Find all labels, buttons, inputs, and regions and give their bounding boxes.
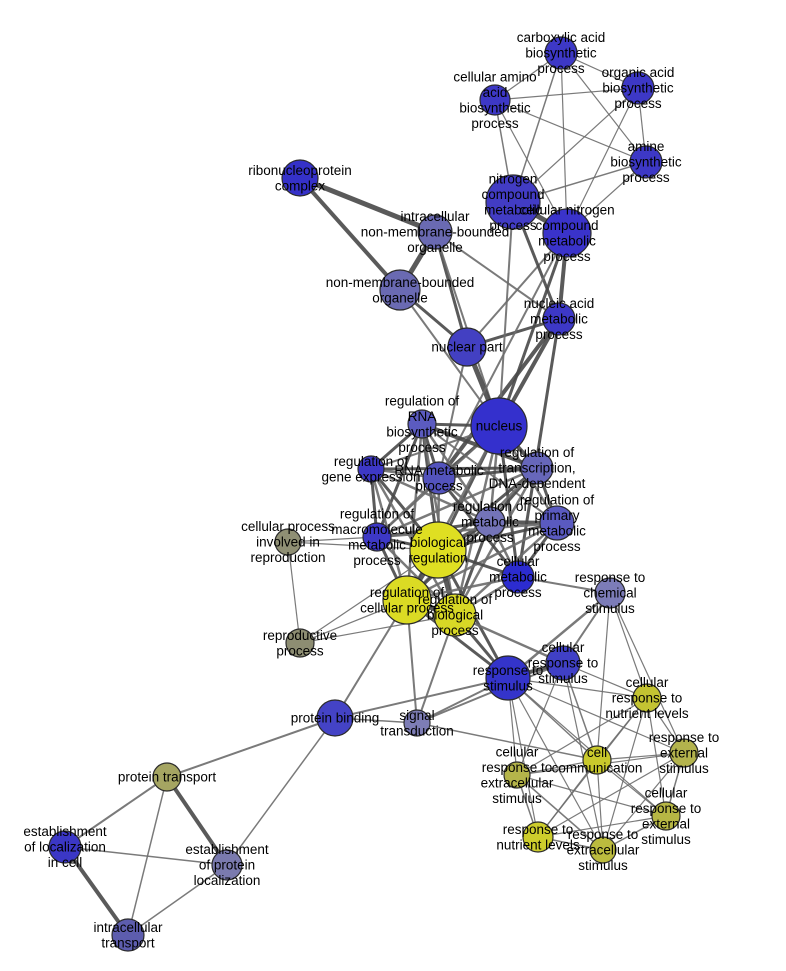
edge-np-cnc: [466, 232, 568, 348]
node-inmo[interactable]: [417, 214, 453, 250]
node-nc[interactable]: [485, 174, 541, 230]
edge-cpr-rp: [287, 541, 301, 644]
edge-rc-inmo: [299, 175, 436, 235]
edge-rtdd-rge: [370, 466, 538, 471]
edge-rs-res_ec: [507, 677, 604, 851]
node-nam[interactable]: [542, 302, 576, 336]
edge-rpm-rmm: [376, 521, 558, 539]
node-cres_ec[interactable]: [503, 761, 531, 789]
edge-rtdd-rbp: [453, 467, 539, 616]
node-rrnab[interactable]: [407, 409, 437, 439]
edge-epl-pb: [226, 717, 336, 866]
edge-caa-cnc: [494, 99, 568, 234]
node-rbp[interactable]: [433, 593, 477, 637]
edge-nam-cm: [516, 318, 561, 578]
node-rnl[interactable]: [522, 821, 554, 853]
edge-pb-pt: [166, 717, 336, 778]
edge-cc-st: [416, 722, 598, 761]
node-rpm[interactable]: [539, 505, 575, 541]
node-nmo[interactable]: [379, 269, 421, 311]
edge-crs-st: [416, 662, 564, 724]
node-rs[interactable]: [485, 655, 531, 701]
edge-nc-nu: [498, 201, 514, 427]
edge-rrnab-rmet: [420, 423, 492, 523]
node-rtdd[interactable]: [520, 451, 554, 485]
edge-epl-it: [127, 864, 228, 936]
edge-rcs-cc: [596, 592, 611, 761]
node-rp[interactable]: [285, 628, 315, 658]
node-crnl[interactable]: [632, 683, 662, 713]
edge-rs-cres_ex: [507, 677, 667, 817]
node-caa[interactable]: [479, 84, 511, 116]
edge-rs-rnl: [507, 677, 539, 838]
edge-cc-rnl: [537, 759, 598, 838]
edge-rs-res: [507, 677, 685, 754]
edge-res-rnl: [537, 752, 685, 838]
node-res[interactable]: [669, 738, 699, 768]
node-pb[interactable]: [316, 699, 354, 737]
edge-crs-cres_ec: [516, 662, 564, 776]
edge-cc-cres_ex: [596, 759, 667, 817]
node-rge[interactable]: [357, 455, 385, 483]
edge-cres_ex-rnl: [537, 815, 667, 838]
node-cnc[interactable]: [542, 208, 592, 258]
labels-layer: carboxylic acid biosynthetic process organi…: [23, 30, 719, 950]
edge-ca-am: [560, 52, 647, 163]
edge-rcs-res: [609, 592, 685, 754]
edge-res-res_ec: [602, 752, 685, 851]
node-cpr[interactable]: [274, 528, 302, 556]
nodes-layer: [48, 36, 699, 952]
edge-crnl-cres_ec: [516, 697, 648, 776]
edge-cpr-rmm: [287, 536, 378, 543]
node-rc[interactable]: [281, 159, 319, 197]
edge-rs-crnl: [507, 677, 648, 699]
node-res_ec[interactable]: [589, 836, 617, 864]
node-cres_ex[interactable]: [651, 801, 681, 831]
node-elc[interactable]: [48, 830, 82, 864]
edge-cres_ec-cres_ex: [516, 774, 667, 817]
edge-caa-am: [494, 99, 647, 163]
node-br[interactable]: [409, 521, 467, 579]
node-rcs[interactable]: [594, 577, 626, 609]
node-rnam[interactable]: [422, 461, 456, 495]
edge-rc-nmo: [298, 176, 402, 292]
edge-rs-pb: [334, 677, 509, 719]
node-st[interactable]: [403, 709, 431, 737]
edge-rpm-rcp: [406, 521, 558, 602]
edge-rge-rmet: [370, 467, 491, 524]
edge-cres_ec-res_ec: [516, 774, 604, 851]
edge-rbp-rp: [299, 614, 456, 644]
edge-cnc-nu: [497, 232, 569, 427]
node-cc[interactable]: [582, 745, 612, 775]
edge-elc-it: [63, 845, 130, 937]
edge-ca-cnc: [560, 52, 568, 234]
edge-cc-res_ec: [596, 759, 604, 851]
edge-oa-caa: [494, 87, 639, 101]
node-ca[interactable]: [544, 36, 578, 70]
edge-elc-epl: [64, 846, 228, 866]
edge-rcs-crnl: [609, 592, 648, 699]
node-it[interactable]: [111, 918, 145, 952]
edge-inmo-nam: [434, 231, 560, 320]
node-rcp[interactable]: [382, 575, 432, 625]
node-pt[interactable]: [152, 762, 182, 792]
edge-oa-nc: [512, 87, 639, 203]
node-cm[interactable]: [501, 560, 535, 594]
edge-pt-elc: [64, 776, 168, 848]
edge-pt-epl: [165, 775, 229, 867]
edges-layer: [63, 52, 685, 937]
node-epl[interactable]: [211, 849, 243, 881]
node-oa[interactable]: [621, 71, 655, 105]
edge-oa-cnc: [566, 87, 639, 234]
node-rmm[interactable]: [362, 522, 392, 552]
node-rmet[interactable]: [474, 506, 506, 538]
node-am[interactable]: [629, 145, 663, 179]
node-np[interactable]: [447, 327, 487, 367]
node-crs[interactable]: [545, 645, 581, 681]
node-nu[interactable]: [470, 397, 528, 455]
